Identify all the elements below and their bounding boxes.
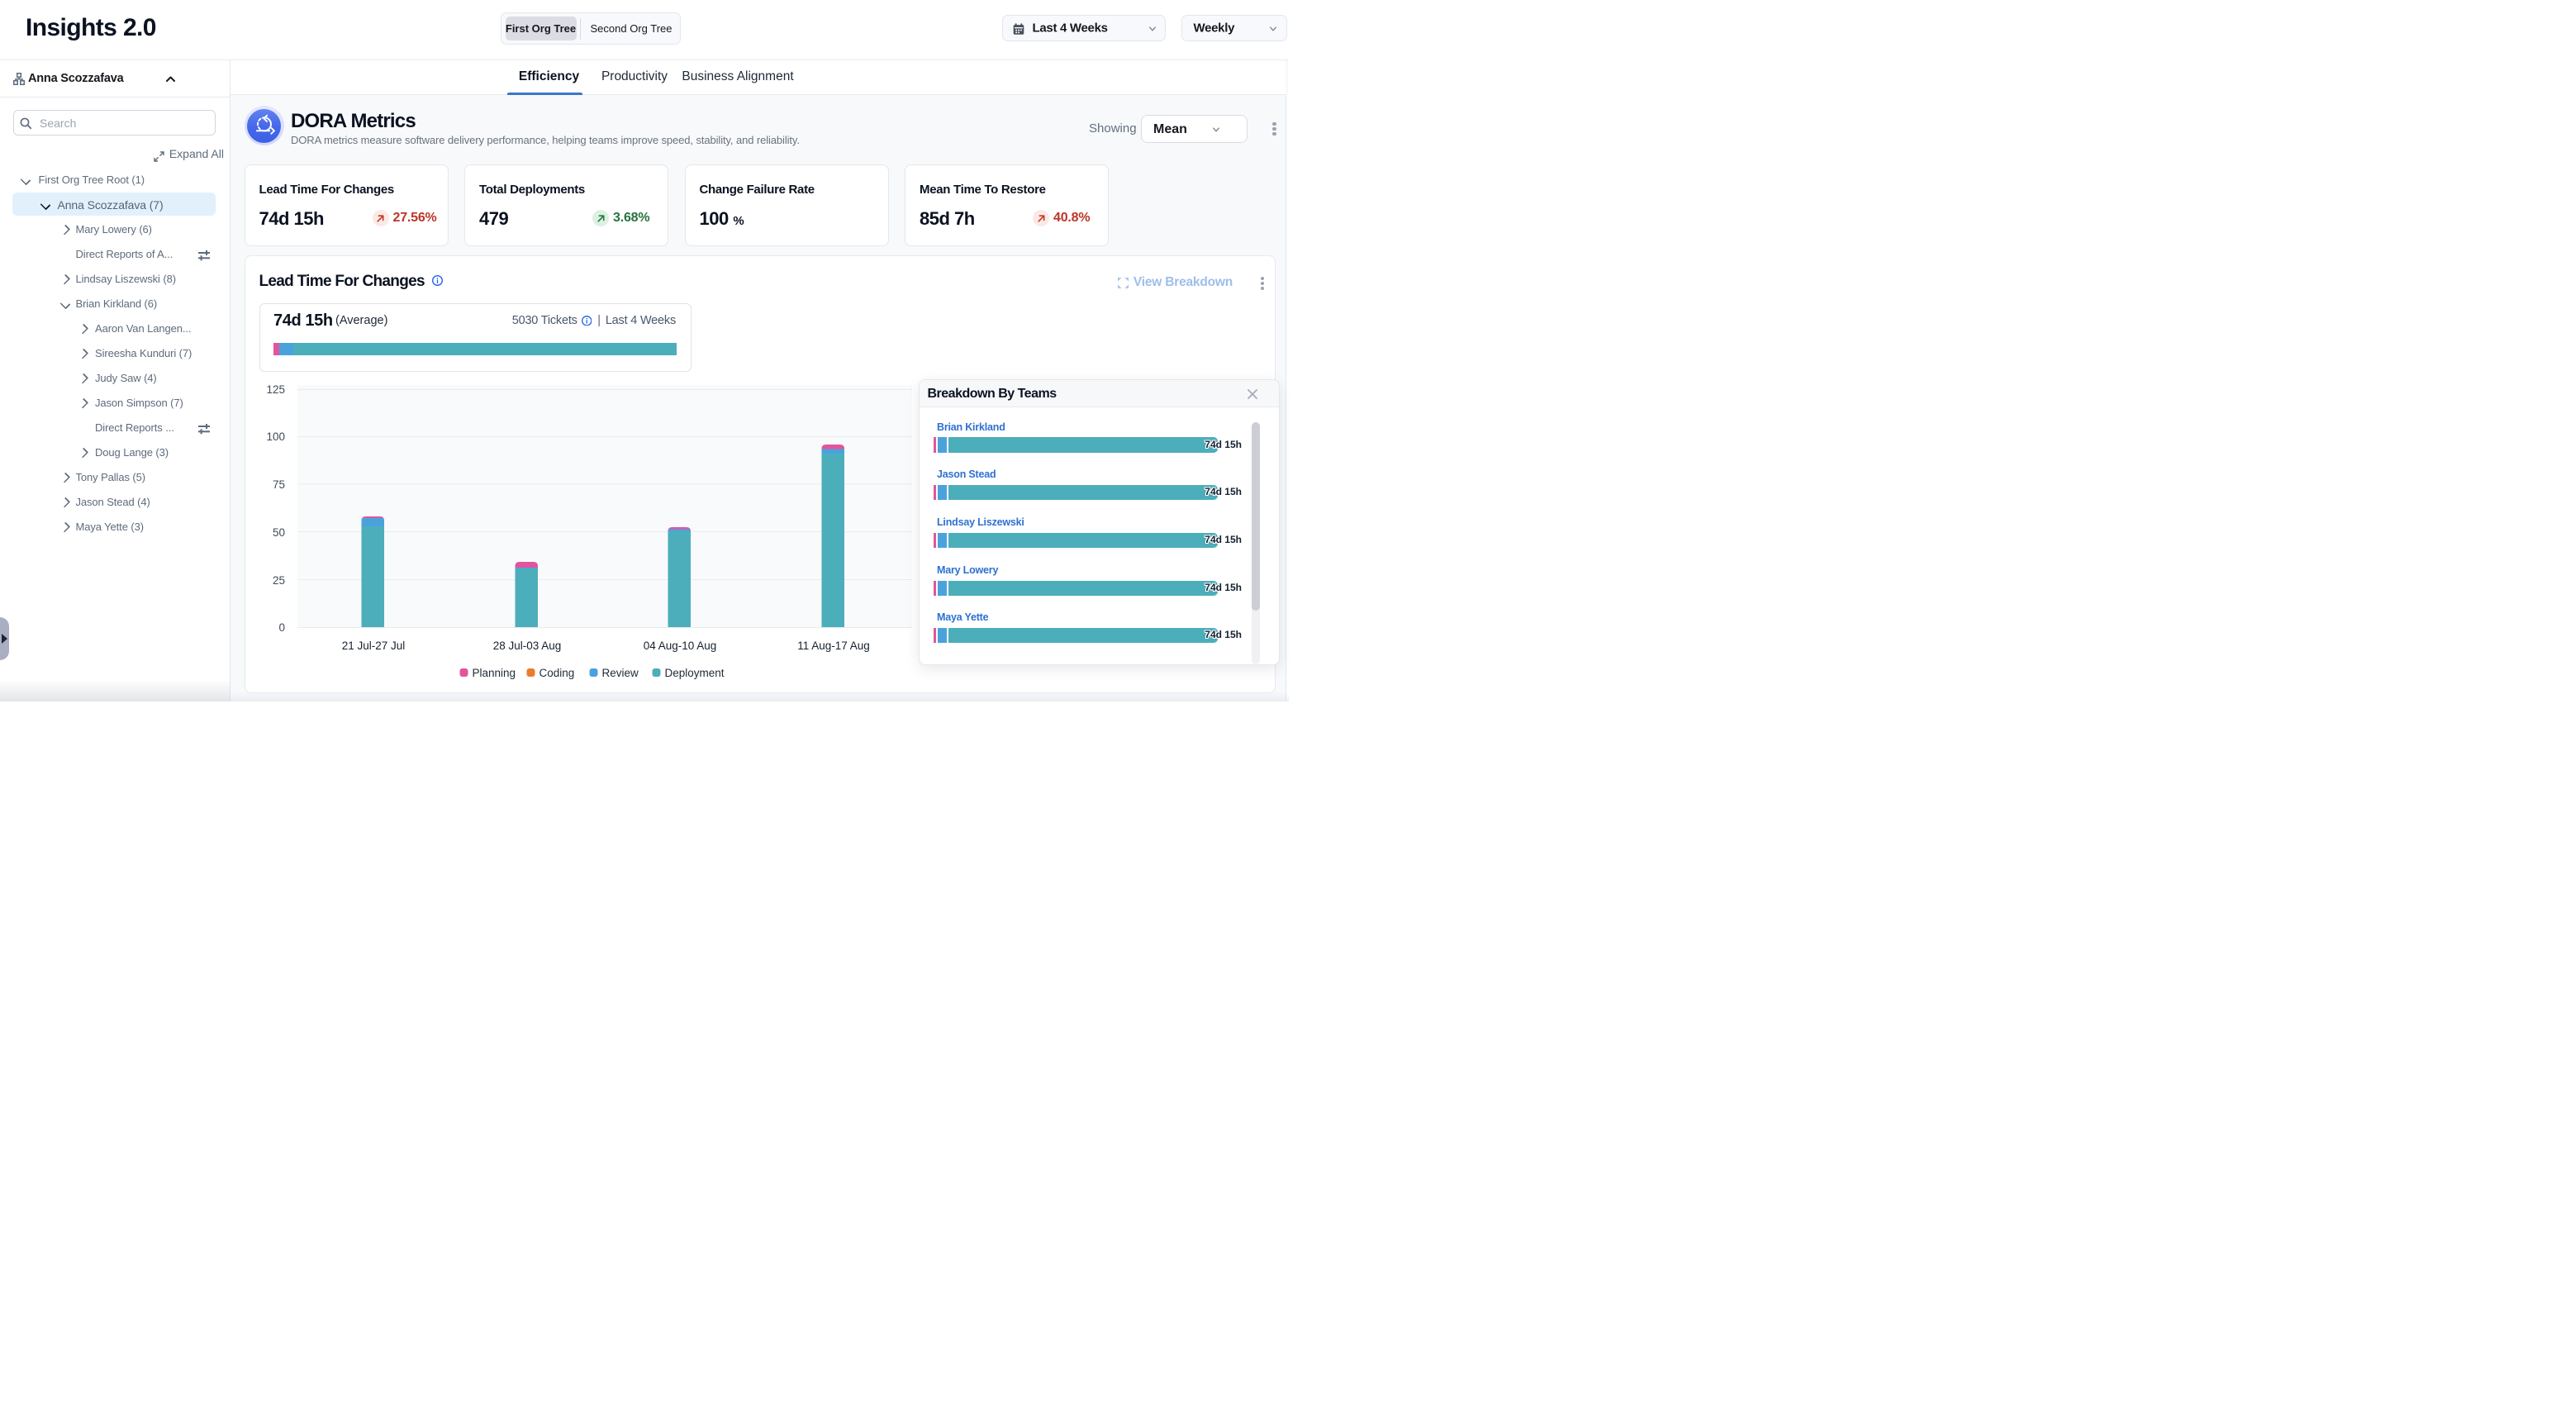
svg-text:11 Aug-17 Aug: 11 Aug-17 Aug	[797, 640, 870, 652]
svg-text:21 Jul-27 Jul: 21 Jul-27 Jul	[341, 640, 405, 652]
svg-text:Review: Review	[601, 667, 639, 679]
svg-text:Planning: Planning	[472, 667, 516, 679]
svg-text:Coding: Coding	[539, 667, 574, 679]
svg-text:0: 0	[278, 621, 285, 634]
svg-text:50: 50	[272, 526, 284, 539]
svg-text:125: 125	[266, 383, 285, 396]
svg-text:75: 75	[272, 478, 284, 491]
svg-text:25: 25	[272, 574, 284, 587]
svg-text:Deployment: Deployment	[664, 667, 724, 679]
svg-text:100: 100	[266, 430, 285, 443]
svg-text:04 Aug-10 Aug: 04 Aug-10 Aug	[643, 640, 716, 652]
svg-text:28 Jul-03 Aug: 28 Jul-03 Aug	[492, 640, 561, 652]
